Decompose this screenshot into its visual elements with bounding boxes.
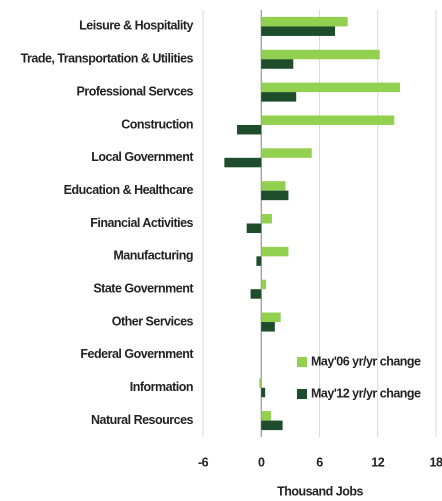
y-tick-label: Construction xyxy=(121,117,193,131)
y-tick-label: Other Services xyxy=(112,314,194,328)
bar xyxy=(261,82,401,93)
x-tick-label: 12 xyxy=(371,455,384,469)
bar xyxy=(261,26,336,36)
x-tick-label: 0 xyxy=(258,455,265,469)
bar xyxy=(261,214,272,224)
bar xyxy=(261,420,283,431)
legend-label: May'06 yr/yr change xyxy=(311,354,421,368)
bar xyxy=(246,223,262,233)
y-tick-label: Information xyxy=(130,380,193,394)
bar xyxy=(261,181,286,191)
y-tick-label: Trade, Transportation & Utilities xyxy=(21,52,194,66)
y-tick-label: Local Government xyxy=(91,150,194,164)
bar xyxy=(261,312,281,323)
bar xyxy=(261,16,348,27)
bar xyxy=(261,190,289,201)
y-tick-label: Education & Healthcare xyxy=(64,183,194,197)
x-tick-label: 18 xyxy=(430,455,442,469)
bar xyxy=(261,411,271,421)
bar xyxy=(256,256,262,266)
y-tick-label: Federal Government xyxy=(80,347,194,361)
legend-label: May'12 yr/yr change xyxy=(311,386,421,400)
bar xyxy=(261,387,266,398)
y-tick-label: Financial Activities xyxy=(90,216,193,230)
bar xyxy=(261,49,380,60)
bar xyxy=(236,124,262,135)
x-axis-label: Thousand Jobs xyxy=(277,484,363,498)
x-tick-label: 6 xyxy=(316,455,323,469)
y-tick-label: Professional Servces xyxy=(77,84,194,98)
legend-swatch xyxy=(297,389,307,399)
legend-swatch xyxy=(297,357,307,367)
y-tick-label: Leisure & Hospitality xyxy=(79,19,193,33)
x-tick-label: -6 xyxy=(198,455,209,469)
bar xyxy=(261,279,267,290)
y-tick-label: State Government xyxy=(93,281,194,295)
bar xyxy=(261,59,294,69)
y-tick-label: Manufacturing xyxy=(113,249,193,263)
y-tick-label: Natural Resources xyxy=(91,413,194,427)
bar xyxy=(250,289,262,299)
bar xyxy=(261,92,297,102)
bar xyxy=(224,157,262,168)
bar xyxy=(261,322,275,332)
bar xyxy=(259,378,262,388)
bar xyxy=(261,148,312,158)
bar xyxy=(261,115,395,125)
bar xyxy=(261,246,289,257)
